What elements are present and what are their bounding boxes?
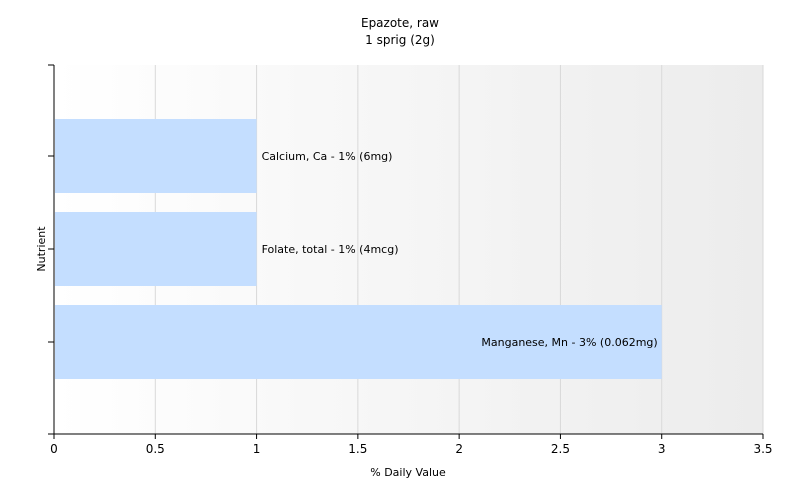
chart-title: Epazote, raw [361,16,439,30]
x-tick-label: 3 [658,442,666,456]
x-tick-label: 2 [455,442,463,456]
x-tick-label: 3.5 [753,442,772,456]
x-tick-label: 1 [253,442,261,456]
axes: 0 0.5 1 1.5 2 2.5 3 3.5 [48,64,773,456]
bar [55,119,257,193]
x-tick-label: 1.5 [348,442,367,456]
x-tick-label: 2.5 [551,442,570,456]
x-tick-label: 0 [50,442,58,456]
bar-label: Calcium, Ca - 1% (6mg) [262,150,393,163]
chart-subtitle: 1 sprig (2g) [365,33,435,47]
y-axis-label: Nutrient [35,226,48,272]
x-tick-label: 0.5 [146,442,165,456]
bar [55,212,257,286]
bar-label: Manganese, Mn - 3% (0.062mg) [481,336,657,349]
bar-label: Folate, total - 1% (4mcg) [262,243,399,256]
bar [55,305,662,379]
bars: Calcium, Ca - 1% (6mg) Folate, total - 1%… [55,119,662,379]
x-axis-label: % Daily Value [370,466,446,479]
